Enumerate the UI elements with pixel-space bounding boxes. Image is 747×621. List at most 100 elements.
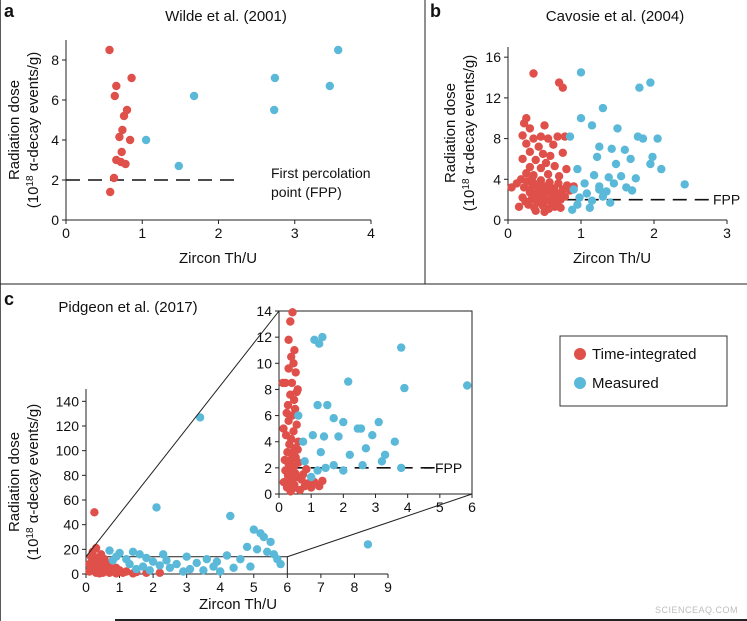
c-inset-point-measured bbox=[397, 463, 406, 473]
c-inset-y-tick-label: 8 bbox=[264, 381, 272, 397]
c-inset-point-time-integrated bbox=[302, 465, 311, 474]
b-point-time-integrated bbox=[549, 140, 558, 149]
c-point-measured bbox=[246, 562, 255, 571]
b-point-measured bbox=[620, 145, 629, 154]
c-x-tick-label: 5 bbox=[250, 579, 258, 595]
c-inset-point-measured bbox=[380, 450, 390, 459]
c-point-measured bbox=[125, 559, 134, 569]
c-inset-point-measured bbox=[345, 450, 354, 459]
c-inset-point-measured bbox=[319, 432, 329, 441]
b-point-time-integrated bbox=[553, 132, 562, 141]
legend-box bbox=[559, 335, 728, 407]
b-x-tick-label: 2 bbox=[650, 225, 658, 241]
b-y-tick-label: 0 bbox=[493, 212, 501, 228]
a-point-time-integrated bbox=[115, 132, 124, 142]
b-point-time-integrated bbox=[531, 206, 540, 215]
a-point-time-integrated bbox=[118, 125, 127, 135]
c-inset-y-tick-label: 10 bbox=[256, 355, 272, 371]
c-y-axis-label-units: (1018 α-decay events/g) bbox=[25, 404, 43, 561]
c-inset-point-time-integrated bbox=[286, 317, 295, 326]
b-point-measured bbox=[648, 152, 657, 162]
c-inset-x-tick-label: 6 bbox=[468, 499, 476, 515]
b-point-measured bbox=[598, 192, 608, 201]
c-inset-point-time-integrated bbox=[289, 427, 298, 436]
a-point-time-integrated bbox=[121, 159, 130, 169]
c-inset-point-measured bbox=[377, 457, 387, 466]
a-x-tick-label: 4 bbox=[367, 225, 375, 241]
c-point-measured bbox=[242, 542, 252, 552]
c-inset-point-measured bbox=[361, 444, 371, 453]
c-y-tick-label: 120 bbox=[56, 418, 80, 434]
c-point-measured bbox=[216, 567, 225, 576]
c-inset-point-measured bbox=[329, 414, 338, 423]
b-point-measured bbox=[580, 179, 589, 188]
a-point-time-integrated bbox=[119, 111, 129, 121]
c-inset-point-measured bbox=[334, 432, 343, 441]
c-inset-point-time-integrated bbox=[289, 395, 299, 405]
b-point-time-integrated bbox=[536, 132, 546, 141]
c-point-measured bbox=[145, 566, 154, 575]
c-inset-point-measured bbox=[300, 457, 309, 466]
c-point-measured bbox=[249, 525, 258, 534]
c-point-measured bbox=[128, 547, 138, 556]
c-inset-point-measured bbox=[344, 377, 353, 386]
c-y-tick-label: 60 bbox=[63, 492, 79, 508]
b-point-time-integrated bbox=[525, 147, 535, 156]
c-inset-point-time-integrated bbox=[283, 400, 293, 410]
b-point-measured bbox=[569, 185, 578, 194]
b-point-measured bbox=[616, 172, 626, 181]
b-point-time-integrated bbox=[518, 154, 527, 164]
b-point-measured bbox=[626, 154, 635, 164]
c-y-tick-label: 100 bbox=[56, 443, 80, 459]
b-point-time-integrated bbox=[525, 162, 535, 172]
a-fpp-label-2: point (FPP) bbox=[271, 184, 342, 200]
b-point-measured bbox=[657, 164, 666, 174]
c-y-tick-label: 140 bbox=[56, 393, 80, 409]
a-point-time-integrated bbox=[127, 73, 136, 83]
b-y-tick-label: 4 bbox=[493, 171, 501, 187]
c-inset-point-time-integrated bbox=[284, 364, 293, 373]
a-y-tick-label: 4 bbox=[51, 132, 59, 148]
c-point-measured bbox=[226, 511, 235, 521]
a-point-measured bbox=[141, 135, 151, 145]
c-point-measured bbox=[142, 553, 151, 563]
b-point-time-integrated bbox=[533, 191, 543, 200]
watermark: SCIENCEAQ.COM bbox=[655, 605, 738, 615]
c-inset-point-measured bbox=[397, 343, 406, 352]
c-point-measured bbox=[273, 555, 282, 564]
b-point-time-integrated bbox=[528, 181, 537, 190]
c-point-measured bbox=[159, 550, 168, 559]
b-point-measured bbox=[609, 179, 619, 188]
b-point-measured bbox=[565, 132, 575, 141]
zoom-connector-lines bbox=[85, 310, 473, 558]
c-x-axis-label: Zircon Th/U bbox=[199, 596, 277, 613]
c-point-measured bbox=[155, 561, 164, 570]
a-point-measured bbox=[189, 91, 199, 101]
b-point-time-integrated bbox=[538, 149, 548, 159]
b-point-measured bbox=[604, 173, 613, 182]
b-point-time-integrated bbox=[536, 176, 546, 185]
c-inset-point-time-integrated bbox=[287, 378, 297, 388]
c-point-measured bbox=[132, 564, 141, 574]
b-point-measured bbox=[595, 142, 604, 151]
c-inset-point-time-integrated bbox=[287, 352, 296, 361]
b-point-measured bbox=[582, 189, 591, 198]
b-point-time-integrated bbox=[514, 202, 524, 211]
b-point-time-integrated bbox=[536, 163, 546, 173]
c-inset-x-tick-label: 3 bbox=[372, 499, 380, 515]
b-point-time-integrated bbox=[554, 172, 564, 181]
a-x-tick-label: 0 bbox=[62, 225, 70, 241]
c-inset-point-time-integrated bbox=[288, 308, 297, 317]
c-inset-point-measured bbox=[368, 431, 377, 440]
c-inset-point-time-integrated bbox=[286, 487, 295, 496]
b-point-measured bbox=[592, 152, 602, 162]
a-point-time-integrated bbox=[109, 173, 119, 183]
a-x-axis-label: Zircon Th/U bbox=[179, 250, 257, 267]
c-inset-point-time-integrated bbox=[318, 476, 327, 486]
c-point-measured bbox=[105, 546, 114, 555]
c-inset-point-time-integrated bbox=[279, 478, 288, 487]
b-point-time-integrated bbox=[525, 124, 535, 133]
c-inset-point-measured bbox=[308, 431, 317, 440]
b-point-measured bbox=[573, 164, 582, 174]
